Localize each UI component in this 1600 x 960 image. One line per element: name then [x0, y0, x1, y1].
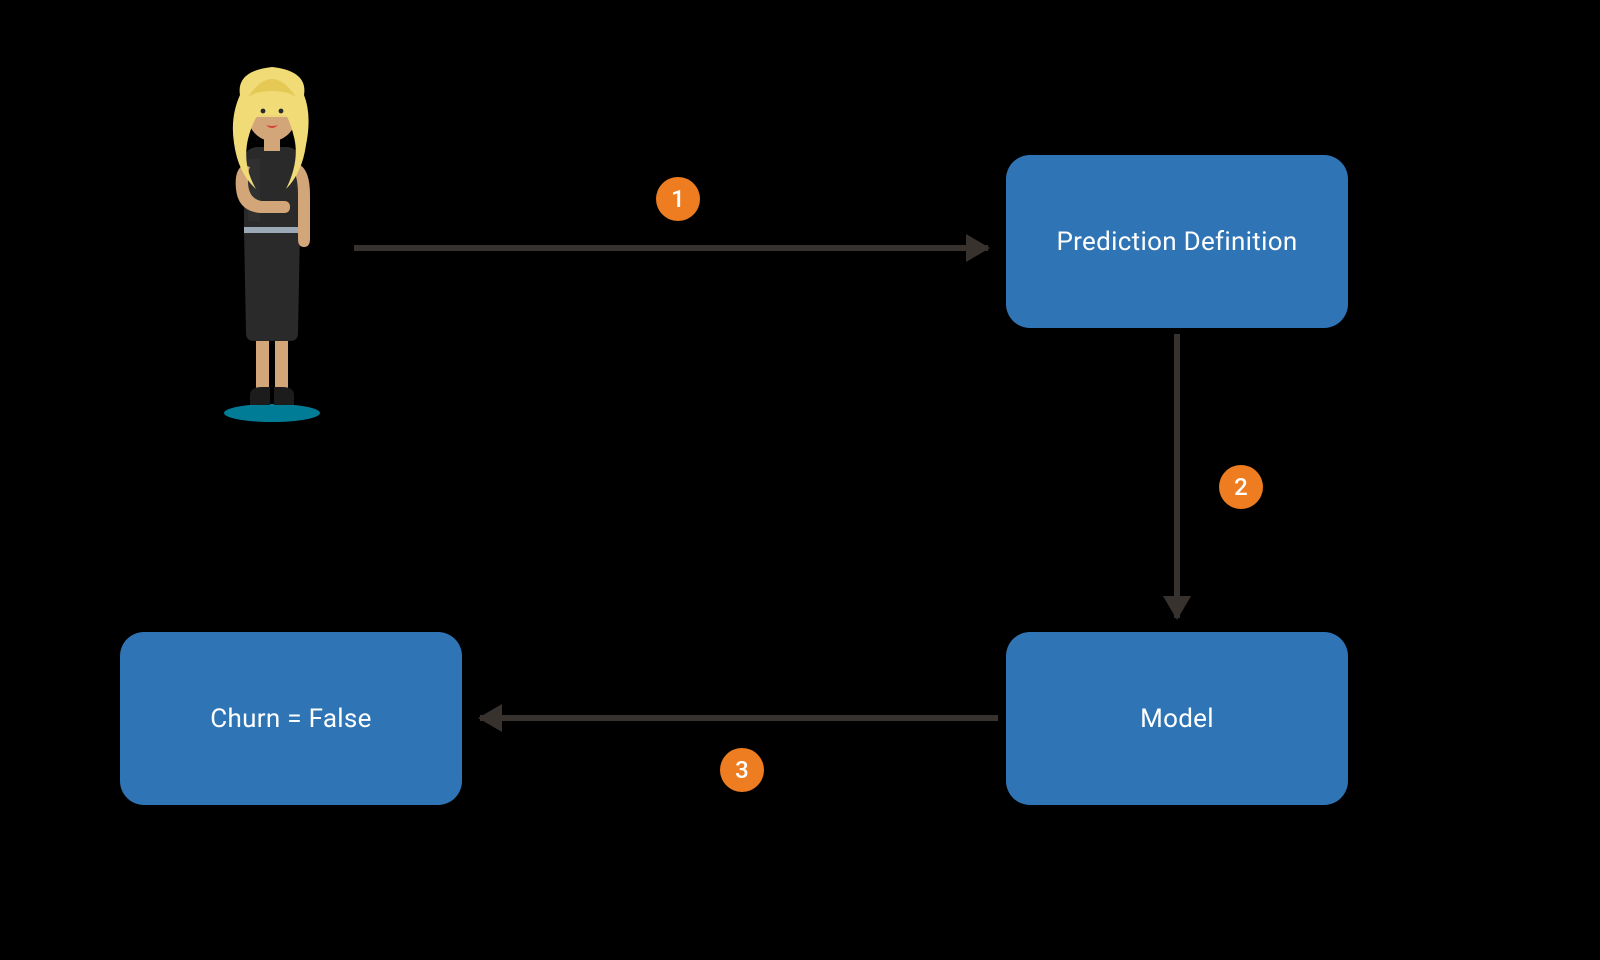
node-prediction-definition: Prediction Definition [1006, 155, 1348, 328]
badge-label: 2 [1234, 473, 1248, 501]
diagram-stage: Prediction Definition Model Churn = Fals… [0, 0, 1600, 960]
step-badge-3: 3 [720, 748, 764, 792]
node-churn-false: Churn = False [120, 632, 462, 805]
step-badge-1: 1 [656, 177, 700, 221]
step-badge-2: 2 [1219, 465, 1263, 509]
node-label: Prediction Definition [1056, 227, 1297, 257]
badge-label: 1 [671, 185, 685, 213]
node-model: Model [1006, 632, 1348, 805]
badge-label: 3 [735, 756, 749, 784]
node-label: Churn = False [210, 704, 371, 734]
node-label: Model [1140, 704, 1214, 734]
person-illustration [190, 61, 354, 425]
